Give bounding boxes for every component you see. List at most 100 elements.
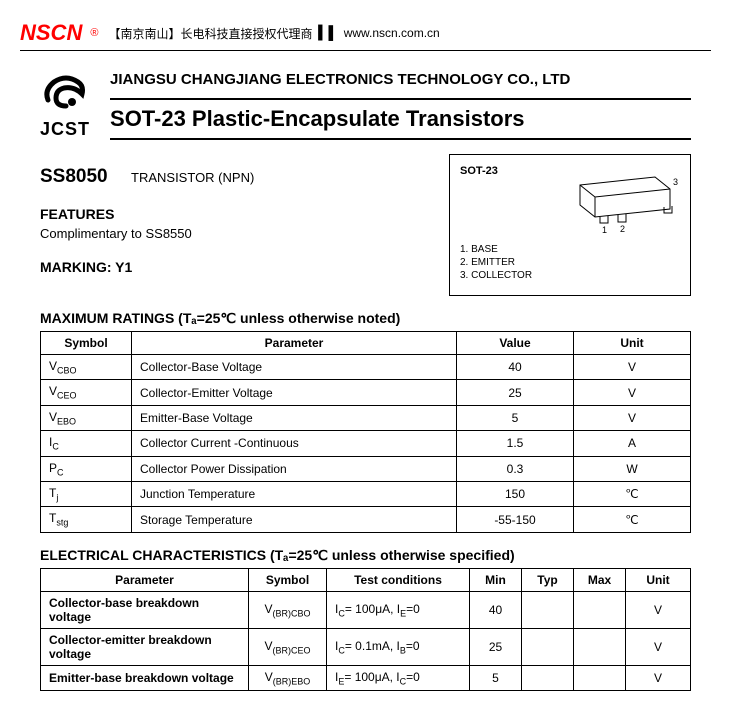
cell-symbol: Tstg xyxy=(41,507,132,532)
cell-unit: V xyxy=(626,628,691,665)
table-row: TstgStorage Temperature-55-150℃ xyxy=(41,507,691,532)
jcst-text: JCST xyxy=(40,119,90,140)
part-number: SS8050 xyxy=(40,166,108,188)
cell-param: Storage Temperature xyxy=(132,507,457,532)
col-max: Max xyxy=(574,568,626,591)
cell-symbol: Tj xyxy=(41,481,132,506)
table-row: ICCollector Current -Continuous1.5A xyxy=(41,431,691,456)
cell-symbol: VCEO xyxy=(41,380,132,405)
col-value: Value xyxy=(457,332,574,355)
table-row: PCCollector Power Dissipation0.3W xyxy=(41,456,691,481)
package-diagram-icon: 1 2 3 xyxy=(560,165,680,235)
table-row: Emitter-base breakdown voltageV(BR)EBOIE… xyxy=(41,665,691,690)
col-conditions: Test conditions xyxy=(327,568,470,591)
header-sep: ▍▌ xyxy=(318,25,337,41)
col-unit: Unit xyxy=(626,568,691,591)
header-url: www.nscn.com.cn xyxy=(344,26,440,40)
col-parameter: Parameter xyxy=(41,568,249,591)
col-symbol: Symbol xyxy=(249,568,327,591)
cell-symbol: PC xyxy=(41,456,132,481)
col-min: Min xyxy=(470,568,522,591)
cell-param: Collector-Base Voltage xyxy=(132,355,457,380)
table-row: Collector-emitter breakdown voltageV(BR)… xyxy=(41,628,691,665)
cell-conditions: IC= 0.1mA, IB=0 xyxy=(327,628,470,665)
cell-value: -55-150 xyxy=(457,507,574,532)
max-ratings-heading: MAXIMUM RATINGS (Tₐ=25℃ unless otherwise… xyxy=(40,310,691,327)
page-header: NSCN ® 【南京南山】长电科技直接授权代理商 ▍▌ www.nscn.com… xyxy=(20,20,711,51)
pin-3: 3. COLLECTOR xyxy=(460,270,532,281)
cell-unit: V xyxy=(574,355,691,380)
svg-text:2: 2 xyxy=(620,224,625,234)
cell-symbol: IC xyxy=(41,431,132,456)
company-title-block: JIANGSU CHANGJIANG ELECTRONICS TECHNOLOG… xyxy=(110,71,691,140)
pin-1: 1. BASE xyxy=(460,244,532,255)
part-info: SS8050 TRANSISTOR (NPN) FEATURES Complim… xyxy=(40,154,449,279)
cell-max xyxy=(574,591,626,628)
cell-param: Collector-emitter breakdown voltage xyxy=(41,628,249,665)
features-heading: FEATURES xyxy=(40,206,449,222)
cell-symbol: VEBO xyxy=(41,405,132,430)
part-row: SS8050 TRANSISTOR (NPN) FEATURES Complim… xyxy=(40,154,691,296)
cell-value: 25 xyxy=(457,380,574,405)
company-name: JIANGSU CHANGJIANG ELECTRONICS TECHNOLOG… xyxy=(110,71,691,88)
company-section: JCST JIANGSU CHANGJIANG ELECTRONICS TECH… xyxy=(20,71,711,140)
features-text: Complimentary to SS8550 xyxy=(40,226,449,241)
cell-min: 40 xyxy=(470,591,522,628)
cell-unit: V xyxy=(574,405,691,430)
cell-value: 150 xyxy=(457,481,574,506)
table-row: Collector-base breakdown voltageV(BR)CBO… xyxy=(41,591,691,628)
product-title: SOT-23 Plastic-Encapsulate Transistors xyxy=(110,98,691,140)
cell-param: Collector Power Dissipation xyxy=(132,456,457,481)
cell-unit: ℃ xyxy=(574,481,691,506)
table-header-row: Symbol Parameter Value Unit xyxy=(41,332,691,355)
cell-param: Emitter-base breakdown voltage xyxy=(41,665,249,690)
nscn-reg: ® xyxy=(90,27,98,39)
table-row: TjJunction Temperature150℃ xyxy=(41,481,691,506)
package-box: SOT-23 1 2 3 1. BASE 2. EMITTER 3. COLLE… xyxy=(449,154,691,296)
cell-typ xyxy=(522,665,574,690)
max-ratings-table: Symbol Parameter Value Unit VCBOCollecto… xyxy=(40,331,691,533)
cell-symbol: VCBO xyxy=(41,355,132,380)
cell-min: 25 xyxy=(470,628,522,665)
cell-param: Junction Temperature xyxy=(132,481,457,506)
cell-value: 0.3 xyxy=(457,456,574,481)
elec-heading: ELECTRICAL CHARACTERISTICS (Tₐ=25℃ unles… xyxy=(40,547,691,564)
cell-param: Emitter-Base Voltage xyxy=(132,405,457,430)
cell-value: 5 xyxy=(457,405,574,430)
table-row: VCEOCollector-Emitter Voltage25V xyxy=(41,380,691,405)
cell-unit: V xyxy=(626,591,691,628)
cell-max xyxy=(574,628,626,665)
cell-unit: V xyxy=(574,380,691,405)
cell-min: 5 xyxy=(470,665,522,690)
cell-symbol: V(BR)EBO xyxy=(249,665,327,690)
cell-symbol: V(BR)CEO xyxy=(249,628,327,665)
pin-2: 2. EMITTER xyxy=(460,257,532,268)
header-cn-text: 【南京南山】长电科技直接授权代理商 xyxy=(108,25,312,42)
cell-symbol: V(BR)CBO xyxy=(249,591,327,628)
cell-max xyxy=(574,665,626,690)
part-type: TRANSISTOR (NPN) xyxy=(131,170,254,185)
svg-text:1: 1 xyxy=(602,225,607,235)
cell-param: Collector Current -Continuous xyxy=(132,431,457,456)
table-header-row: Parameter Symbol Test conditions Min Typ… xyxy=(41,568,691,591)
jcst-logo: JCST xyxy=(40,72,90,140)
cell-unit: V xyxy=(626,665,691,690)
svg-text:3: 3 xyxy=(673,177,678,187)
col-parameter: Parameter xyxy=(132,332,457,355)
marking-label: MARKING: Y1 xyxy=(40,259,449,275)
col-unit: Unit xyxy=(574,332,691,355)
col-typ: Typ xyxy=(522,568,574,591)
col-symbol: Symbol xyxy=(41,332,132,355)
cell-unit: W xyxy=(574,456,691,481)
cell-unit: ℃ xyxy=(574,507,691,532)
cell-unit: A xyxy=(574,431,691,456)
jcst-swirl-icon xyxy=(42,72,88,119)
nscn-logo: NSCN xyxy=(20,20,82,46)
cell-conditions: IC= 100μA, IE=0 xyxy=(327,591,470,628)
cell-param: Collector-base breakdown voltage xyxy=(41,591,249,628)
cell-typ xyxy=(522,628,574,665)
cell-conditions: IE= 100μA, IC=0 xyxy=(327,665,470,690)
cell-typ xyxy=(522,591,574,628)
cell-param: Collector-Emitter Voltage xyxy=(132,380,457,405)
elec-table: Parameter Symbol Test conditions Min Typ… xyxy=(40,568,691,691)
